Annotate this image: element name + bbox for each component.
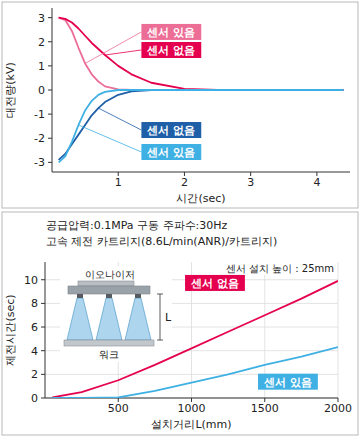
series-line xyxy=(59,90,344,160)
y-axis-title: 대전량(kV) xyxy=(4,62,17,117)
x-tick-label: 2 xyxy=(181,176,188,189)
x-tick-label: 1500 xyxy=(251,402,279,415)
series-line xyxy=(59,18,344,90)
x-axis-title: 시간(sec) xyxy=(176,192,225,205)
y-tick xyxy=(41,374,45,375)
y-tick-label: -3 xyxy=(34,156,45,169)
series-label-text: 센서 없음 xyxy=(147,44,195,57)
ionizer-top xyxy=(78,281,134,286)
chart-title: 공급압력:0.1MPa 구동 주파수:30Hz xyxy=(46,219,228,232)
x-tick-label: 1 xyxy=(115,176,122,189)
y-tick-label: 1 xyxy=(38,60,45,73)
setup-diagram: 이오나이저워크 L xyxy=(60,266,172,362)
y-tick xyxy=(41,327,45,328)
x-tick-label: 1000 xyxy=(178,402,206,415)
y-tick-label: 2 xyxy=(38,36,45,49)
y-tick xyxy=(48,41,52,42)
y-tick xyxy=(48,114,52,115)
leader-line xyxy=(85,32,141,64)
y-axis xyxy=(45,262,46,398)
chart-canvas: -3-2-101231234시간(sec)대전량(kV)센서 있음센서 없음센서… xyxy=(0,0,360,437)
ionizer-body xyxy=(68,286,150,294)
series-label: 센서 없음 xyxy=(141,122,201,138)
diagram-label: 워크 xyxy=(99,349,119,360)
series-label-box xyxy=(185,275,245,291)
y-tick-label: 3 xyxy=(38,12,45,25)
y-tick xyxy=(48,17,52,18)
ion-cone xyxy=(67,298,93,340)
leader-line xyxy=(98,108,141,130)
y-tick-label: 0 xyxy=(38,84,45,97)
nozzle xyxy=(106,294,112,298)
y-tick xyxy=(48,90,52,91)
y-tick-label: 4 xyxy=(31,345,38,358)
ion-cone xyxy=(96,298,122,340)
y-tick-label: 2 xyxy=(31,368,38,381)
y-tick-label: 0 xyxy=(31,392,38,405)
y-tick-label: 10 xyxy=(24,274,38,287)
leader-line xyxy=(78,125,141,152)
diagram-label: L xyxy=(165,311,172,324)
series-line xyxy=(59,90,344,162)
distance-bracket xyxy=(157,340,163,341)
y-tick xyxy=(48,162,52,163)
series-label-box xyxy=(141,42,201,58)
x-tick-label: 3 xyxy=(247,176,254,189)
ion-cone xyxy=(125,298,151,340)
panel-frame xyxy=(2,2,358,208)
series-label: 센서 있음 xyxy=(141,24,201,40)
series-label-box xyxy=(141,24,201,40)
series-label-box xyxy=(258,374,318,390)
chart-subtitle: 고속 제전 카트리지(8.6L/min(ANR)/카트리지) xyxy=(46,235,277,248)
distance-bracket xyxy=(157,294,163,295)
x-axis-title: 설치거리L(mm) xyxy=(151,418,231,431)
series-line xyxy=(59,18,344,90)
x-axis xyxy=(52,172,350,173)
series-label-text: 센서 있음 xyxy=(147,146,195,159)
series-line xyxy=(52,347,338,398)
leader-line xyxy=(105,50,141,55)
nozzle xyxy=(135,294,141,298)
series-label-text: 센서 없음 xyxy=(191,277,239,290)
y-tick xyxy=(41,398,45,399)
annotation: 센서 설치 높이 : 25mm xyxy=(226,263,334,274)
diagram-background xyxy=(60,266,172,362)
series-label-box xyxy=(141,122,201,138)
y-tick-label: 8 xyxy=(31,297,38,310)
chart-panel: -3-2-101231234시간(sec)대전량(kV)센서 있음센서 없음센서… xyxy=(2,2,358,208)
panel-frame xyxy=(2,212,358,435)
series-label: 센서 있음 xyxy=(141,144,201,160)
series-line xyxy=(52,281,338,397)
x-tick-label: 500 xyxy=(108,402,129,415)
series-label-text: 센서 있음 xyxy=(147,26,195,39)
y-tick xyxy=(41,350,45,351)
y-tick xyxy=(41,279,45,280)
x-tick-label: 4 xyxy=(313,176,320,189)
grid-line xyxy=(338,262,339,398)
plot-area xyxy=(59,18,344,163)
y-tick xyxy=(41,303,45,304)
series-label: 센서 없음 xyxy=(185,275,245,291)
y-tick xyxy=(48,138,52,139)
y-tick-label: -1 xyxy=(34,108,45,121)
distance-bracket xyxy=(160,294,161,340)
plot-area xyxy=(52,281,338,398)
diagram-label: 이오나이저 xyxy=(85,269,135,280)
series-label: 센서 없음 xyxy=(141,42,201,58)
annotation-background xyxy=(224,262,336,275)
y-tick-label: -2 xyxy=(34,132,45,145)
series-label-box xyxy=(141,144,201,160)
y-axis-title: 제전시간(sec) xyxy=(4,294,17,365)
series-label: 센서 있음 xyxy=(258,374,318,390)
nozzle xyxy=(77,294,83,298)
work-plate xyxy=(64,340,154,346)
series-label-text: 센서 있음 xyxy=(264,376,312,389)
x-tick-label: 2000 xyxy=(324,402,352,415)
chart-panel: 공급압력:0.1MPa 구동 주파수:30Hz 고속 제전 카트리지(8.6L/m… xyxy=(2,212,358,435)
y-tick-label: 6 xyxy=(31,321,38,334)
y-tick xyxy=(48,65,52,66)
series-label-text: 센서 없음 xyxy=(147,124,195,137)
